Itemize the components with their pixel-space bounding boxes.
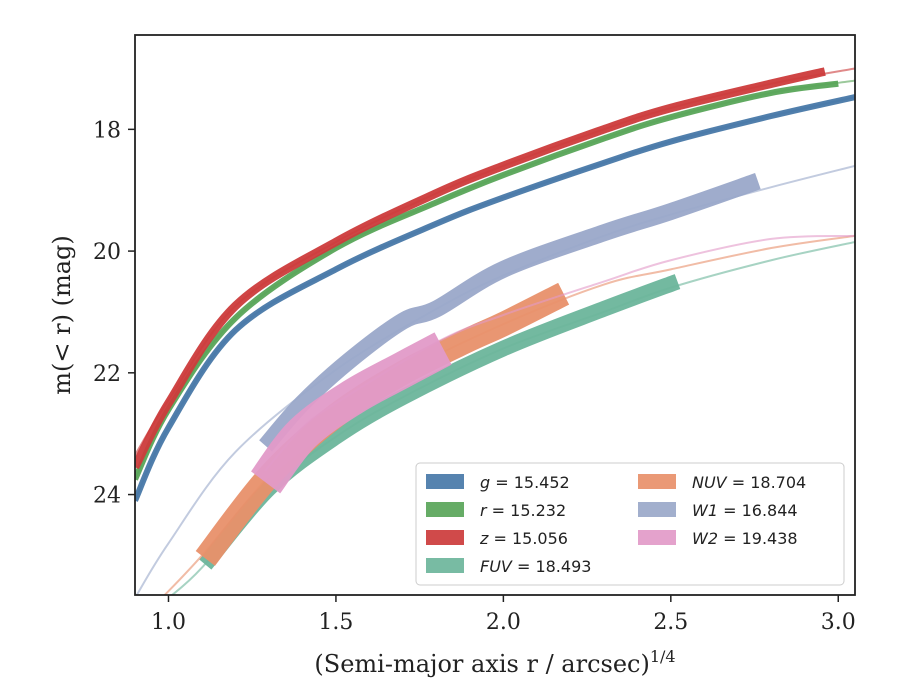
- series-g: [135, 94, 855, 502]
- legend-swatch-fuv: [426, 558, 464, 573]
- axis-ticks: 1.0 1.5 2.0 2.5 3.0 18 20 22 24: [93, 118, 856, 635]
- x-axis-label-text: (Semi-major axis r / arcsec): [314, 650, 649, 678]
- series-z: [135, 67, 855, 470]
- data-band-w2: [250, 332, 452, 494]
- plot-area: [135, 67, 855, 595]
- y-axis-label: m(< r) (mag): [48, 235, 76, 394]
- x-tick-label: 2.5: [653, 610, 688, 635]
- legend-label-r: r = 15.232: [480, 501, 566, 520]
- data-band-r: [135, 80, 839, 481]
- legend-label-w1: W1 = 16.844: [692, 501, 798, 520]
- legend-label-fuv: FUV = 18.493: [480, 557, 591, 576]
- y-tick-label: 24: [93, 484, 121, 509]
- legend-label-g: g = 15.452: [480, 473, 570, 492]
- legend-box: [415, 462, 845, 586]
- legend-swatch-r: [426, 502, 464, 517]
- series-w1: [135, 164, 855, 595]
- legend-label-z: z = 15.056: [479, 529, 568, 548]
- y-tick-label: 18: [93, 118, 121, 143]
- x-tick-label: 3.0: [821, 610, 856, 635]
- legend-swatch-z: [426, 530, 464, 545]
- legend-swatch-w2: [638, 530, 676, 545]
- legend-swatch-nuv: [638, 474, 676, 489]
- legend-label-w2: W2 = 19.438: [692, 529, 798, 548]
- data-band-z: [135, 67, 826, 470]
- legend: g = 15.452 r = 15.232 z = 15.056 FUV = 18.4…: [415, 462, 845, 586]
- x-tick-label: 2.0: [486, 610, 521, 635]
- plot-frame: [134, 34, 856, 596]
- x-tick-label: 1.0: [151, 610, 186, 635]
- x-axis-label: (Semi-major axis r / arcsec)1/4: [314, 647, 675, 678]
- y-tick-label: 22: [93, 362, 121, 387]
- series-r: [135, 79, 855, 481]
- data-band-w1: [259, 173, 761, 452]
- legend-swatch-g: [426, 474, 464, 489]
- x-tick-label: 1.5: [318, 610, 353, 635]
- legend-swatch-w1: [638, 502, 676, 517]
- legend-label-nuv: NUV = 18.704: [692, 473, 806, 492]
- series-w2: [250, 234, 855, 494]
- y-tick-label: 20: [93, 240, 121, 265]
- x-axis-label-superscript: 1/4: [650, 647, 676, 666]
- data-band-g: [135, 94, 855, 502]
